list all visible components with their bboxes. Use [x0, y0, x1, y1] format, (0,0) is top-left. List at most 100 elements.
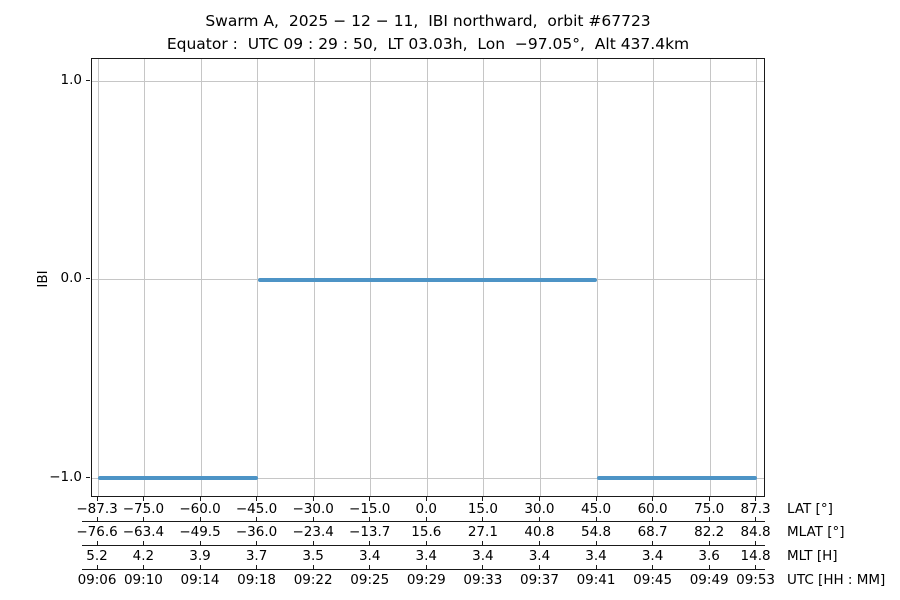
- x-tick: [256, 565, 258, 569]
- data-segment: [597, 476, 757, 480]
- x-tick: [199, 565, 201, 569]
- x-tick: [425, 517, 427, 521]
- y-tick: [86, 80, 90, 82]
- x-tick-label: 3.6: [698, 548, 720, 564]
- x-tick: [595, 497, 597, 501]
- x-tick-label: 09:22: [293, 572, 333, 588]
- x-gridline: [257, 59, 259, 496]
- x-gridline: [313, 59, 315, 496]
- x-tick: [142, 497, 144, 501]
- axis-name-label: MLAT [°]: [787, 524, 845, 540]
- x-gridline: [539, 59, 541, 496]
- x-tick-label: 68.7: [637, 524, 668, 540]
- x-tick-label: −13.7: [349, 524, 391, 540]
- x-tick-label: 27.1: [467, 524, 498, 540]
- x-tick: [256, 541, 258, 545]
- x-tick-label: 3.4: [641, 548, 664, 564]
- x-gridline: [426, 59, 428, 496]
- x-tick: [482, 541, 484, 545]
- x-tick: [538, 541, 540, 545]
- x-tick-label: 09:06: [77, 572, 117, 588]
- x-tick-label: 09:25: [350, 572, 390, 588]
- x-tick: [142, 565, 144, 569]
- x-tick-label: −36.0: [235, 524, 278, 540]
- x-tick-label: 82.2: [694, 524, 725, 540]
- x-tick-label: 09:33: [463, 572, 503, 588]
- x-tick: [312, 517, 314, 521]
- x-tick: [538, 565, 540, 569]
- x-tick: [652, 497, 654, 501]
- y-tick: [86, 476, 90, 478]
- chart-subtitle: Equator : UTC 09 : 29 : 50, LT 03.03h, L…: [166, 35, 690, 53]
- axis-row-line: [82, 521, 765, 522]
- x-tick-label: 09:49: [689, 572, 729, 588]
- y-tick: [86, 278, 90, 280]
- x-tick-label: 5.2: [86, 548, 108, 564]
- x-tick: [96, 565, 98, 569]
- axis-row-line: [82, 569, 765, 570]
- x-tick: [199, 517, 201, 521]
- x-tick: [652, 517, 654, 521]
- x-tick-label: −15.0: [349, 501, 391, 517]
- x-tick: [708, 497, 710, 501]
- x-tick: [482, 517, 484, 521]
- x-tick-label: 60.0: [637, 501, 668, 517]
- x-tick: [96, 541, 98, 545]
- x-tick: [199, 541, 201, 545]
- y-tick-label: 0.0: [60, 270, 82, 287]
- x-tick-label: 15.0: [467, 501, 498, 517]
- x-gridline: [483, 59, 485, 496]
- x-tick-label: 84.8: [740, 524, 771, 540]
- x-tick: [755, 541, 757, 545]
- axis-name-label: UTC [HH : MM]: [787, 572, 886, 588]
- x-tick-label: 09:53: [736, 572, 776, 588]
- x-tick-label: 3.4: [358, 548, 381, 564]
- x-gridline: [200, 59, 202, 496]
- x-gridline: [97, 59, 99, 496]
- x-gridline: [653, 59, 655, 496]
- axis-row-line: [82, 545, 765, 546]
- x-tick: [96, 517, 98, 521]
- x-tick: [425, 541, 427, 545]
- x-tick-label: 30.0: [524, 501, 555, 517]
- data-segment: [257, 277, 597, 282]
- x-tick: [142, 517, 144, 521]
- x-tick: [652, 565, 654, 569]
- x-tick-label: 0.0: [415, 501, 438, 517]
- x-tick: [312, 497, 314, 501]
- axis-name-label: MLT [H]: [787, 548, 838, 564]
- x-tick: [708, 565, 710, 569]
- x-tick-label: 40.8: [524, 524, 555, 540]
- x-tick-label: 09:45: [633, 572, 673, 588]
- x-tick-label: 3.7: [245, 548, 268, 564]
- x-tick-label: −76.6: [76, 524, 118, 540]
- x-tick-label: −60.0: [179, 501, 221, 517]
- x-tick-label: 3.9: [189, 548, 211, 564]
- x-tick-label: 75.0: [694, 501, 725, 517]
- x-tick: [595, 565, 597, 569]
- x-tick: [538, 517, 540, 521]
- x-tick-label: −87.3: [76, 501, 118, 517]
- y-tick-label: 1.0: [60, 72, 82, 89]
- x-tick-label: 3.4: [415, 548, 438, 564]
- x-tick-label: 09:18: [237, 572, 277, 588]
- x-tick-label: 54.8: [580, 524, 612, 540]
- x-tick-label: −45.0: [235, 501, 278, 517]
- x-tick: [482, 497, 484, 501]
- x-tick-label: 3.4: [528, 548, 551, 564]
- x-tick-label: 87.3: [740, 501, 771, 517]
- x-tick: [755, 517, 757, 521]
- x-tick: [538, 497, 540, 501]
- x-tick: [199, 497, 201, 501]
- plot-area: [91, 58, 765, 497]
- data-segment: [98, 476, 258, 480]
- x-tick-label: 45.0: [580, 501, 612, 517]
- x-tick-label: 14.8: [740, 548, 771, 564]
- x-gridline: [370, 59, 372, 496]
- x-tick-label: 3.4: [472, 548, 494, 564]
- x-gridline: [596, 59, 598, 496]
- x-tick: [755, 497, 757, 501]
- x-tick: [312, 541, 314, 545]
- x-tick: [425, 565, 427, 569]
